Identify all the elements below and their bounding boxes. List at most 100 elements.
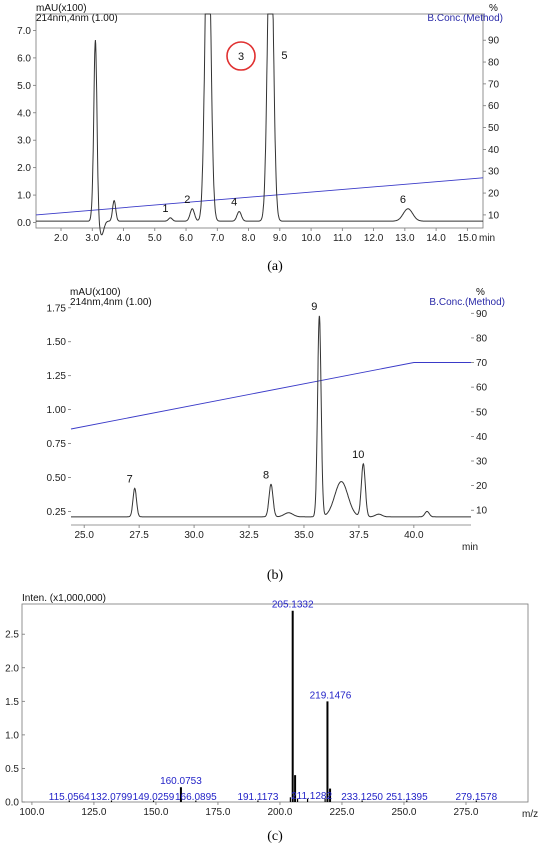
y2-tick-label: 70 xyxy=(488,79,500,90)
x-tick-label: 3.0 xyxy=(85,233,99,244)
right-axis-label: B.Conc.(Method) xyxy=(429,297,505,308)
y2-tick-label: 60 xyxy=(476,383,488,394)
y2-tick-label: 80 xyxy=(476,333,488,344)
right-unit-label: % xyxy=(476,287,485,298)
x-tick-label: 10.0 xyxy=(301,233,321,244)
peak-label-4: 4 xyxy=(231,197,237,209)
peak-label-5: 5 xyxy=(281,50,287,62)
caption-c: (c) xyxy=(267,829,283,844)
y2-tick-label: 50 xyxy=(476,407,488,418)
chromatogram-trace xyxy=(36,13,483,236)
x-tick-label: 14.0 xyxy=(426,233,446,244)
y2-tick-label: 10 xyxy=(488,210,500,221)
y2-tick-label: 70 xyxy=(476,358,488,369)
y2-tick-label: 40 xyxy=(476,432,488,443)
y-tick-label: 5.0 xyxy=(17,81,31,92)
x-tick-label: 15.0 xyxy=(458,233,478,244)
ion-label: 211.1282 xyxy=(291,791,332,802)
x-tick-label: 25.0 xyxy=(74,530,94,541)
x-tick-label: 6.0 xyxy=(179,233,193,244)
y-tick-label: 2.5 xyxy=(5,630,19,641)
y-tick-label: 0.50 xyxy=(47,473,67,484)
right-axis-label: B.Conc.(Method) xyxy=(427,13,503,24)
y2-tick-label: 60 xyxy=(488,101,500,112)
y-tick-label: 4.0 xyxy=(17,108,31,119)
x-tick-label: 250.0 xyxy=(391,807,416,818)
highlight-circle xyxy=(226,41,256,71)
y-tick-label: 2.0 xyxy=(17,163,31,174)
peak-label-2: 2 xyxy=(184,194,190,206)
x-tick-label: 30.0 xyxy=(184,530,204,541)
x-unit-label: min xyxy=(479,233,495,244)
y2-tick-label: 20 xyxy=(476,481,488,492)
ion-label: 115.0564 xyxy=(49,792,90,803)
x-unit-label: min xyxy=(462,542,478,553)
y-tick-label: 1.50 xyxy=(47,337,67,348)
y2-tick-label: 30 xyxy=(488,167,500,178)
y2-tick-label: 20 xyxy=(488,189,500,200)
caption-b: (b) xyxy=(267,568,284,583)
x-tick-label: 4.0 xyxy=(117,233,131,244)
x-tick-label: 9.0 xyxy=(273,233,287,244)
plot-frame xyxy=(35,13,484,229)
peak-label-10: 10 xyxy=(352,449,364,461)
x-tick-label: 37.5 xyxy=(349,530,369,541)
x-unit-label: m/z xyxy=(522,809,538,820)
x-tick-label: 13.0 xyxy=(395,233,415,244)
b-conc-method-line xyxy=(70,362,471,430)
y-tick-label: 0.5 xyxy=(5,764,19,775)
peak-label-6: 6 xyxy=(400,194,406,206)
x-tick-label: 40.0 xyxy=(404,530,424,541)
ion-label: 251.1395 xyxy=(386,792,428,803)
ion-label: 160.0753 xyxy=(160,776,202,787)
x-tick-label: 5.0 xyxy=(148,233,162,244)
y-tick-label: 6.0 xyxy=(17,53,31,64)
y-tick-label: 0.0 xyxy=(5,798,19,809)
x-tick-label: 225.0 xyxy=(329,807,354,818)
b-conc-method-line xyxy=(35,177,484,216)
x-tick-label: 2.0 xyxy=(54,233,68,244)
y-tick-label: 1.5 xyxy=(5,697,19,708)
y-tick-label: 1.0 xyxy=(17,191,31,202)
ion-label: 219.1476 xyxy=(310,690,352,701)
y-tick-label: 2.0 xyxy=(5,663,19,674)
ion-label: 279.1578 xyxy=(455,792,497,803)
y-tick-label: 0.25 xyxy=(47,507,67,518)
x-tick-label: 100.0 xyxy=(19,807,44,818)
x-tick-label: 27.5 xyxy=(129,530,149,541)
left-unit-label: mAU(x100) xyxy=(36,3,87,14)
ion-label: 149.0259 xyxy=(133,792,175,803)
y-tick-label: 0.75 xyxy=(47,439,67,450)
x-tick-label: 175.0 xyxy=(205,807,230,818)
peak-label-7: 7 xyxy=(127,473,133,485)
x-tick-label: 7.0 xyxy=(210,233,224,244)
y-unit-label: Inten. (x1,000,000) xyxy=(22,593,106,604)
y2-tick-label: 80 xyxy=(488,58,500,69)
chromatogram-b: mAU(x100) 214nm,4nm (1.00) % B.Conc.(Met… xyxy=(47,287,505,583)
x-tick-label: 150.0 xyxy=(143,807,168,818)
x-tick-label: 11.0 xyxy=(333,233,352,244)
y2-tick-label: 40 xyxy=(488,145,500,156)
chromatogram-trace xyxy=(71,315,471,518)
caption-a: (a) xyxy=(267,259,283,274)
right-unit-label: % xyxy=(489,3,498,14)
x-tick-label: 200.0 xyxy=(267,807,292,818)
y-tick-label: 1.00 xyxy=(47,405,67,416)
x-tick-label: 12.0 xyxy=(364,233,384,244)
y-tick-label: 1.25 xyxy=(47,371,67,382)
y-tick-label: 1.75 xyxy=(47,303,67,314)
y-tick-label: 7.0 xyxy=(17,26,31,37)
x-tick-label: 32.5 xyxy=(239,530,259,541)
y-tick-label: 3.0 xyxy=(17,136,31,147)
y2-tick-label: 90 xyxy=(476,309,488,320)
peak-label-8: 8 xyxy=(263,469,269,481)
y2-tick-label: 30 xyxy=(476,457,488,468)
ion-label: 191.1173 xyxy=(237,792,278,803)
y-tick-label: 0.0 xyxy=(17,218,31,229)
ion-label: 166.0895 xyxy=(175,792,217,803)
x-tick-label: 125.0 xyxy=(81,807,106,818)
y-tick-label: 1.0 xyxy=(5,730,19,741)
x-tick-label: 8.0 xyxy=(242,233,256,244)
x-tick-label: 35.0 xyxy=(294,530,314,541)
mass-spectrum-c: Inten. (x1,000,000) 0.0 0.5 1.0 1.5 2.0 2.5 1… xyxy=(5,593,538,844)
